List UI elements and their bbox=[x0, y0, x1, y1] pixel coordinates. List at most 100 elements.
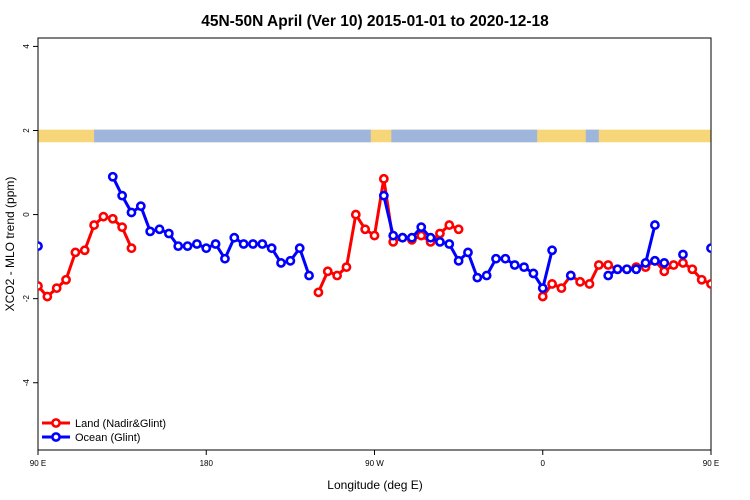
data-point bbox=[416, 230, 427, 241]
data-point bbox=[500, 253, 511, 264]
data-point bbox=[612, 264, 623, 275]
data-point bbox=[294, 243, 305, 254]
map-strip-ocean bbox=[717, 130, 750, 143]
data-point bbox=[678, 249, 688, 260]
x-tick-label: 90 E bbox=[703, 459, 719, 468]
data-point bbox=[717, 293, 724, 300]
chart-title: 45N-50N April (Ver 10) 2015-01-01 to 202… bbox=[201, 13, 549, 30]
data-point bbox=[117, 222, 128, 233]
data-point bbox=[350, 209, 361, 220]
data-point bbox=[519, 262, 529, 273]
x-tick-label: 180 bbox=[200, 459, 214, 468]
data-point bbox=[425, 232, 436, 243]
legend: Land (Nadir&Glint) Ocean (Glint) bbox=[42, 418, 166, 444]
legend-marker bbox=[51, 432, 61, 442]
plot-frame bbox=[37, 37, 712, 451]
data-point bbox=[491, 253, 501, 264]
legend-label: Ocean (Glint) bbox=[75, 432, 140, 444]
data-point bbox=[322, 266, 333, 277]
data-point bbox=[229, 232, 240, 243]
data-point bbox=[154, 224, 165, 235]
y-tick-label: -4 bbox=[22, 379, 31, 387]
data-point bbox=[453, 224, 464, 235]
data-point bbox=[696, 274, 707, 285]
data-point bbox=[360, 224, 371, 235]
data-point bbox=[735, 276, 742, 283]
data-point bbox=[650, 220, 660, 230]
data-point bbox=[444, 220, 455, 230]
data-point bbox=[117, 190, 128, 201]
y-tick-label: 2 bbox=[22, 128, 31, 133]
series-ocean bbox=[38, 171, 711, 294]
data-point bbox=[285, 255, 296, 266]
data-point bbox=[38, 281, 43, 291]
data-point bbox=[397, 232, 408, 243]
legend-marker bbox=[51, 418, 61, 428]
data-point bbox=[107, 171, 118, 182]
data-point bbox=[182, 241, 193, 252]
data-point bbox=[565, 270, 576, 281]
y-tick-label: 4 bbox=[22, 44, 31, 49]
x-axis: 90 E 180 90 W 0 90 E bbox=[30, 450, 719, 468]
data-point bbox=[145, 226, 156, 237]
data-point bbox=[678, 258, 688, 268]
data-point bbox=[163, 228, 174, 239]
data-point bbox=[463, 247, 473, 258]
data-point bbox=[668, 260, 679, 270]
data-point bbox=[248, 239, 258, 249]
data-point bbox=[726, 285, 733, 292]
data-point bbox=[89, 220, 99, 230]
data-point bbox=[481, 270, 492, 281]
legend-label: Land (Nadir&Glint) bbox=[75, 418, 166, 430]
data-point bbox=[528, 268, 539, 279]
data-point bbox=[547, 279, 557, 289]
series-line bbox=[111, 176, 311, 276]
data-point bbox=[79, 245, 90, 256]
data-point bbox=[745, 249, 750, 256]
data-point bbox=[650, 255, 660, 266]
map-strip-ocean bbox=[391, 129, 538, 143]
data-point bbox=[42, 291, 53, 302]
data-point bbox=[70, 247, 81, 258]
data-point bbox=[126, 243, 137, 254]
data-point bbox=[472, 272, 483, 283]
x-tick-label: 90 E bbox=[30, 459, 46, 468]
data-point bbox=[453, 255, 464, 266]
map-strip-ocean bbox=[585, 129, 599, 143]
x-tick-label: 90 W bbox=[365, 459, 384, 468]
data-point bbox=[135, 201, 146, 212]
x-axis-label: Longitude (deg E) bbox=[327, 478, 422, 492]
data-point bbox=[388, 230, 399, 241]
data-point bbox=[98, 211, 109, 222]
data-point bbox=[313, 287, 324, 298]
data-point bbox=[556, 283, 567, 294]
data-point bbox=[593, 260, 604, 270]
data-point bbox=[378, 173, 389, 184]
data-point bbox=[107, 213, 118, 224]
map-strip-ocean bbox=[94, 129, 371, 143]
data-point bbox=[341, 262, 352, 273]
data-point bbox=[640, 258, 651, 268]
data-point bbox=[238, 239, 249, 249]
data-point bbox=[435, 228, 445, 239]
data-point bbox=[257, 239, 268, 249]
data-point bbox=[547, 245, 557, 256]
data-point bbox=[51, 283, 62, 294]
data-point bbox=[192, 239, 202, 249]
data-point bbox=[687, 264, 698, 275]
data-point bbox=[603, 270, 614, 281]
data-point bbox=[304, 270, 314, 281]
data-point bbox=[537, 291, 548, 302]
data-point bbox=[509, 260, 520, 270]
data-point bbox=[706, 243, 711, 254]
data-point bbox=[659, 258, 670, 268]
x-tick-label: 0 bbox=[541, 459, 546, 468]
y-axis: 4 2 0 -2 -4 bbox=[22, 44, 38, 387]
data-point bbox=[126, 207, 137, 218]
data-point bbox=[416, 222, 427, 233]
data-point bbox=[61, 274, 71, 285]
data-point bbox=[435, 236, 445, 247]
data-point bbox=[706, 279, 711, 289]
data-point bbox=[378, 190, 389, 201]
